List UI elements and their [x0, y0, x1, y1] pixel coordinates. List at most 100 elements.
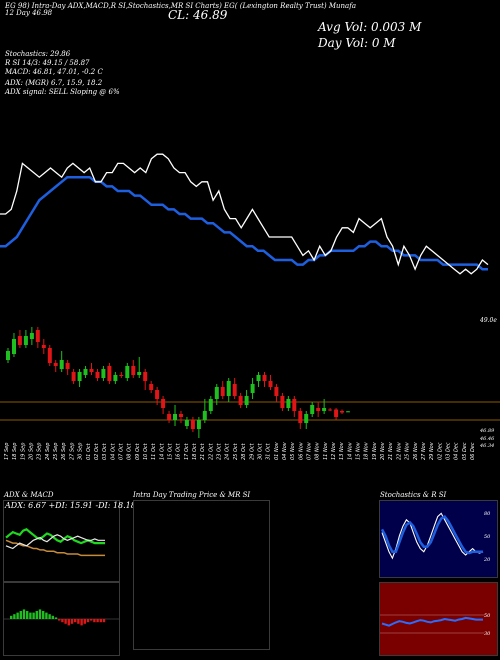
macd-bar [80, 619, 83, 626]
macd-bar [67, 619, 70, 626]
candle-body [298, 411, 303, 423]
adx-line [5, 539, 105, 557]
candle-body [41, 345, 46, 348]
candle-body [334, 409, 339, 417]
day-volume-label: Day Vol: 0 M [318, 36, 396, 50]
macd-bar [74, 619, 77, 623]
candle-body [346, 411, 350, 413]
date-tick-label: 12 Nov [331, 441, 337, 460]
candle-body [131, 366, 136, 375]
date-tick-label: 10 Oct [143, 442, 149, 460]
date-tick-label: 19 Nov [372, 441, 378, 460]
candle-body [119, 375, 124, 376]
candle-body [274, 387, 279, 396]
date-tick-label: 28 Oct [241, 442, 247, 460]
candle-body [316, 408, 321, 411]
stochastics-lines [380, 512, 484, 560]
adx-signal-readout: ADX signal: SELL Sloping @ 6% [5, 88, 120, 96]
candle-body [65, 363, 70, 369]
rsi-tick-label: 30 [484, 631, 491, 637]
date-tick-label: 29 Nov [429, 441, 435, 460]
date-tick-label: 11 Nov [323, 441, 329, 460]
date-tick-label: 17 Sep [4, 443, 10, 460]
date-tick-label: 14 Nov [347, 441, 353, 460]
date-tick-label: 25 Nov [405, 441, 411, 460]
date-tick-label: 30 Sep [78, 443, 84, 460]
avg-volume-label: Avg Vol: 0.003 M [318, 20, 422, 34]
price-axis-label: 46.46 [480, 436, 495, 442]
macd-bar [29, 612, 32, 619]
candle-body [226, 381, 231, 396]
candle-body [184, 420, 189, 426]
date-tick-label: 07 Nov [307, 441, 313, 460]
date-tick-label: 21 Nov [388, 441, 394, 460]
macd-bar [19, 611, 22, 619]
macd-bar [22, 609, 26, 619]
rsi-readout: R SI 14/3: 49.15 / 58.87 [5, 59, 90, 67]
date-tick-label: 03 Dec [446, 442, 452, 460]
candle-body [262, 375, 267, 381]
date-tick-label: 23 Sep [37, 443, 43, 460]
candle-body [328, 409, 333, 411]
date-tick-label: 30 Oct [257, 442, 263, 460]
chart-header-sub: 12 Day 46.98 [5, 9, 53, 17]
candle-body [167, 414, 172, 420]
date-tick-label: 24 Oct [225, 442, 231, 460]
date-tick-label: 02 Dec [437, 442, 443, 460]
candle-body [304, 414, 309, 423]
macd-histogram [4, 609, 119, 626]
candle-body [179, 414, 183, 417]
price-axis-label: 46.89 [480, 428, 495, 434]
stoch-tick-label: 80 [484, 511, 491, 517]
candle-body [137, 372, 142, 375]
macd-bar [61, 619, 64, 623]
candle-body [23, 336, 28, 345]
candle-body [322, 408, 327, 411]
candle-body [101, 369, 106, 378]
date-tick-label: 17 Oct [184, 442, 190, 460]
date-tick-label: 15 Oct [168, 442, 174, 460]
date-tick-label: 01 Oct [86, 442, 92, 460]
macd-bar [77, 619, 80, 624]
date-tick-label: 25 Oct [233, 442, 239, 460]
date-tick-label: 11 Oct [151, 442, 157, 460]
date-tick-label: 20 Sep [29, 443, 35, 460]
date-tick-label: 14 Oct [159, 442, 165, 460]
date-tick-label: 18 Oct [192, 442, 198, 460]
macd-bar [93, 619, 96, 623]
candle-body [77, 372, 82, 381]
date-tick-label: 31 Oct [266, 442, 272, 460]
stoch-tick-label: 50 [484, 534, 491, 540]
macd-bar [26, 611, 29, 619]
close-price-label: CL: 46.89 [168, 8, 228, 22]
date-tick-label: 18 Sep [12, 443, 18, 460]
candlestick-chart: 17 Sep 18 Sep 19 Sep 20 Sep 23 Sep 24 Sep 25 S… [0, 327, 500, 460]
date-tick-label: 05 Dec [462, 442, 468, 460]
-d-line [380, 514, 483, 555]
date-tick-label: 22 Nov [396, 441, 402, 460]
macd-bar [86, 619, 90, 623]
candle-body [238, 396, 243, 405]
date-tick-label: 05 Nov [290, 441, 296, 460]
date-tick-label: 06 Nov [298, 441, 304, 460]
rsi-tick-label: 50 [484, 613, 491, 619]
-di-line [5, 534, 105, 550]
candle-body [190, 420, 195, 429]
adx-macd-panel-title: ADX & MACD [4, 491, 54, 499]
adx-lines [5, 528, 105, 557]
date-tick-label: 01 Nov [274, 441, 280, 460]
candle-body [107, 366, 112, 381]
candle-body [125, 366, 130, 378]
-di-line [5, 528, 105, 545]
date-tick-label: 27 Nov [421, 441, 427, 460]
candle-body [143, 372, 148, 381]
date-tick-label: 26 Nov [413, 441, 419, 460]
candle-body [95, 372, 100, 378]
candle-body [6, 351, 10, 360]
price-ema-chart [0, 153, 489, 275]
date-tick-label: 03 Oct [102, 442, 108, 460]
price-axis-label: 46.34 [480, 443, 495, 449]
date-tick-label: 04 Dec [454, 442, 460, 460]
candle-body [220, 387, 225, 396]
candle-body [280, 396, 285, 408]
